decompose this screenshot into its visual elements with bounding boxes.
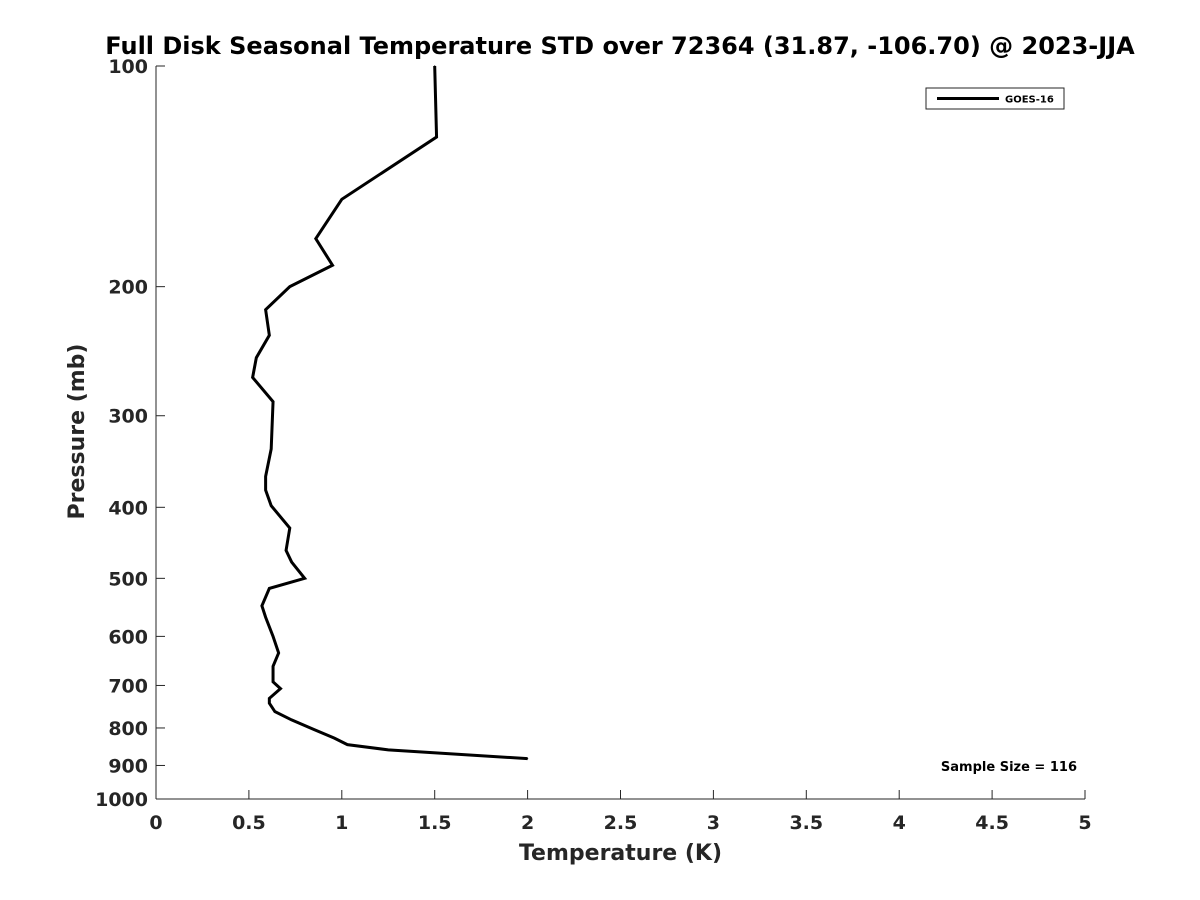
data-point <box>331 264 334 266</box>
y-tick-label: 100 <box>108 56 148 78</box>
data-point <box>291 561 293 563</box>
x-tick-label: 0.5 <box>232 812 266 834</box>
y-tick-label: 500 <box>108 568 148 590</box>
data-point <box>268 334 270 336</box>
data-point <box>291 719 293 721</box>
series-line <box>251 65 528 761</box>
x-tick-label: 1 <box>335 812 348 834</box>
data-point <box>272 635 274 637</box>
x-tick-label: 4 <box>893 812 906 834</box>
y-ticks: 100 200 300 400 500 600 700 800 900 1000 <box>95 56 165 811</box>
sample-size-annotation: Sample Size = 116 <box>941 760 1077 775</box>
y-tick-label: 400 <box>108 497 148 519</box>
x-tick-label: 4.5 <box>975 812 1009 834</box>
x-axis-label: Temperature (K) <box>519 841 722 866</box>
data-point <box>270 448 272 450</box>
data-point <box>285 549 287 552</box>
x-tick-label: 5 <box>1078 812 1091 834</box>
data-point <box>272 401 274 403</box>
x-ticks: 0 0.5 1 1.5 2 2.5 3 3.5 4 4.5 5 <box>149 790 1092 834</box>
data-point <box>265 616 267 618</box>
data-point <box>435 136 438 138</box>
y-tick-label: 300 <box>108 406 148 428</box>
x-tick-label: 2.5 <box>604 812 638 834</box>
x-tick-label: 0 <box>149 812 162 834</box>
data-point <box>304 577 306 579</box>
data-point <box>279 688 282 690</box>
y-tick-label: 1000 <box>95 789 148 811</box>
legend: GOES-16 <box>925 87 1065 110</box>
data-point <box>346 744 348 746</box>
data-point <box>289 286 291 288</box>
data-point <box>272 681 274 683</box>
y-tick-label: 900 <box>108 755 148 777</box>
data-point <box>341 198 343 200</box>
y-axis-label: Pressure (mb) <box>65 344 90 520</box>
data-point <box>265 309 267 311</box>
x-tick-label: 3.5 <box>789 812 823 834</box>
data-point <box>387 749 389 751</box>
data-point <box>268 702 270 704</box>
data-point <box>268 587 270 589</box>
data-point <box>255 357 257 359</box>
data-point <box>274 711 276 713</box>
legend-label-goes-16: GOES-16 <box>1005 95 1054 106</box>
y-tick-label: 800 <box>108 718 148 740</box>
x-tick-label: 2 <box>521 812 534 834</box>
chart-title: Full Disk Seasonal Temperature STD over … <box>105 32 1135 60</box>
data-point <box>265 489 267 491</box>
data-point <box>270 505 272 507</box>
data-point <box>434 65 436 67</box>
y-tick-label: 600 <box>108 626 148 648</box>
data-point <box>313 728 315 731</box>
x-tick-label: 3 <box>707 812 720 834</box>
data-point <box>527 758 529 760</box>
data-point <box>289 527 291 529</box>
y-tick-label: 200 <box>108 277 148 299</box>
data-point <box>261 605 263 607</box>
data-point <box>315 238 317 240</box>
data-point <box>265 475 267 478</box>
data-point <box>272 665 274 667</box>
data-point <box>268 697 270 699</box>
data-point <box>252 376 254 379</box>
data-point <box>278 652 280 654</box>
axes: 0 0.5 1 1.5 2 2.5 3 3.5 4 4.5 5 100 200 300 400 500 600… <box>95 56 1092 834</box>
y-tick-label: 700 <box>108 675 148 697</box>
x-tick-label: 1.5 <box>418 812 452 834</box>
series-layer <box>251 65 529 761</box>
data-point <box>333 737 335 739</box>
